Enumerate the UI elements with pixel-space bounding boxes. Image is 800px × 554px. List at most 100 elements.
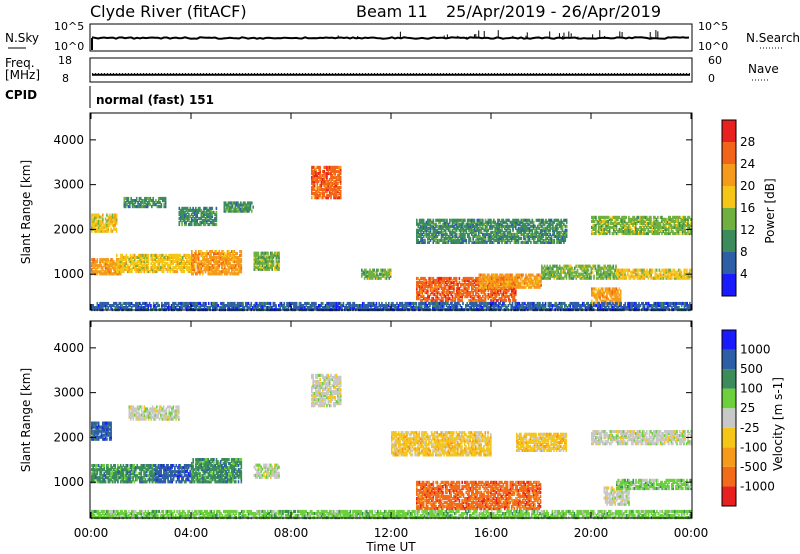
radar-echo-cell [203,210,205,214]
radar-echo-cell [422,222,425,226]
radar-echo-cell [115,219,118,223]
radar-echo-cell [436,234,439,238]
radar-echo-cell [123,203,126,207]
radar-echo-cell [683,272,685,276]
radar-echo-cell [490,238,492,242]
radar-echo-cell [135,301,137,306]
radar-echo-cell [242,207,245,211]
radar-echo-cell [598,276,601,280]
radar-echo-cell [114,213,116,217]
radar-echo-cell [138,203,141,207]
radar-echo-cell [338,179,341,184]
radar-echo-cell [479,220,481,224]
radar-echo-cell [681,231,684,236]
radar-echo-cell [554,270,557,274]
radar-echo-cell [133,253,136,257]
radar-echo-cell [457,295,459,299]
radar-echo-cell [583,274,586,278]
radar-echo-cell [591,289,593,293]
radar-echo-cell [246,207,249,211]
radar-echo-cell [670,219,673,223]
radar-echo-cell [106,262,108,266]
radar-echo-cell [528,236,531,240]
radar-echo-cell [596,291,599,295]
radar-echo-cell [232,254,234,258]
radar-echo-cell [670,217,673,221]
radar-echo-cell [228,270,230,274]
radar-echo-cell [608,215,611,219]
radar-echo-cell [417,284,419,289]
radar-echo-cell [110,215,112,219]
radar-echo-cell [227,207,230,211]
radar-echo-cell [319,186,321,190]
radar-echo-cell [215,266,218,270]
radar-echo-cell [427,234,429,238]
radar-echo-cell [433,286,436,291]
radar-echo-cell [195,214,197,219]
radar-echo-cell [614,297,616,301]
radar-echo-cell [173,265,176,270]
radar-echo-cell [473,284,476,289]
radar-echo-cell [271,265,273,269]
radar-echo-cell [542,220,545,224]
radar-echo-cell [327,181,330,186]
radar-echo-cell [669,215,671,219]
radar-echo-cell [93,221,96,225]
radar-echo-cell [179,210,182,214]
radar-echo-cell [148,199,150,203]
radar-echo-cell [606,291,608,295]
radar-echo-cell [502,234,505,238]
radar-echo-cell [442,232,444,236]
radar-echo-cell [487,295,490,299]
radar-echo-cell [552,220,554,224]
radar-echo-cell [158,259,161,264]
radar-echo-cell [625,225,627,229]
radar-echo-cell [666,272,669,276]
radar-echo-cell [537,285,540,289]
radar-echo-cell [418,291,421,295]
radar-echo-cell [334,173,336,178]
radar-echo-cell [203,218,205,223]
radar-echo-cell [482,226,484,230]
radar-echo-cell [565,234,568,238]
radar-echo-cell [221,252,223,256]
radar-echo-cell [249,203,252,207]
radar-echo-cell [616,276,618,280]
radar-echo-cell [475,299,477,303]
radar-echo-cell [271,261,273,265]
radar-echo-cell [531,232,534,236]
radar-echo-cell [506,281,508,285]
radar-echo-cell [326,167,328,171]
radar-echo-cell [473,280,476,285]
radar-echo-cell [239,258,241,262]
radar-echo-cell [506,232,509,236]
radar-echo-cell [475,228,477,232]
radar-echo-cell [140,267,143,272]
radar-echo-cell [668,225,670,229]
radar-echo-cell [324,196,327,200]
radar-echo-cell [436,230,439,234]
radar-echo-cell [599,219,601,223]
radar-echo-cell [587,272,590,276]
radar-echo-cell [429,293,432,297]
radar-echo-cell [549,236,551,240]
radar-echo-cell [268,263,271,267]
radar-echo-cell [513,224,516,228]
radar-echo-cell [420,232,422,236]
radar-echo-cell [494,228,496,232]
radar-echo-cell [631,270,633,274]
radar-echo-cell [428,236,430,240]
radar-echo-cell [480,230,483,234]
radar-echo-cell [144,306,147,310]
radar-echo-cell [482,273,485,277]
radar-echo-cell [554,218,557,222]
radar-echo-cell [428,280,430,285]
radar-echo-cell [132,259,135,264]
radar-echo-cell [417,295,419,299]
radar-echo-cell [225,254,227,258]
radar-echo-cell [572,274,575,278]
radar-echo-cell [421,226,424,230]
radar-echo-cell [257,259,260,263]
radar-echo-cell [684,231,687,236]
radar-echo-cell [567,264,569,268]
